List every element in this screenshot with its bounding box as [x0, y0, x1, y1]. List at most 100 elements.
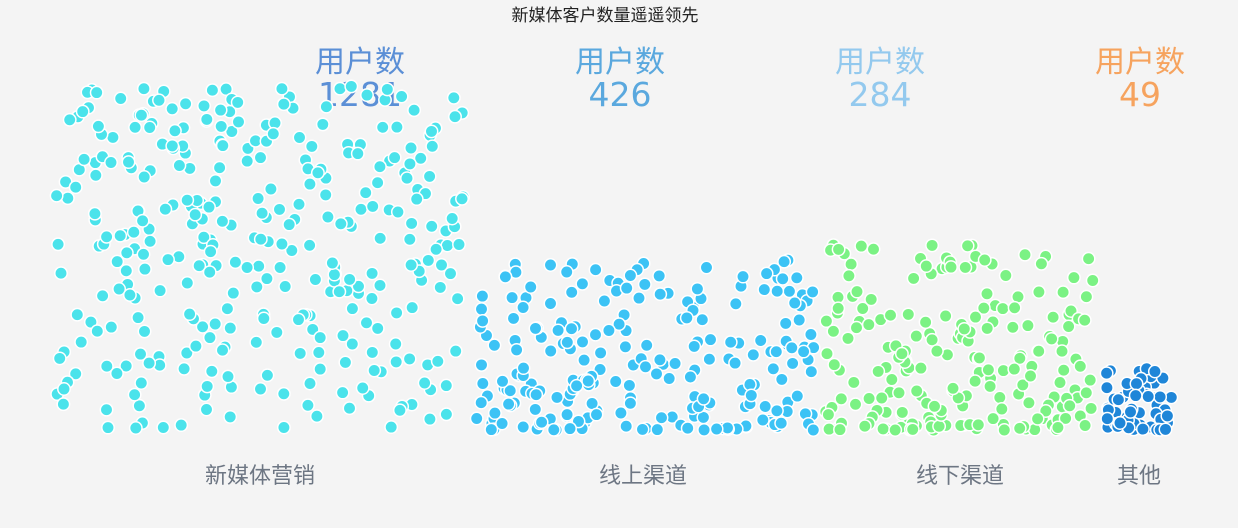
scatter-point-1	[475, 313, 490, 328]
scatter-point-0	[195, 319, 210, 334]
scatter-point-0	[278, 279, 293, 294]
scatter-point-0	[192, 258, 207, 273]
scatter-point-0	[99, 359, 114, 374]
scatter-point-2	[1055, 344, 1069, 359]
scatter-point-2	[831, 242, 846, 257]
scatter-point-1	[608, 374, 623, 389]
scatter-point-2	[918, 315, 933, 330]
scatter-point-0	[70, 307, 85, 322]
scatter-point-0	[445, 211, 460, 226]
scatter-point-1	[589, 407, 604, 422]
scatter-point-0	[372, 159, 387, 174]
scatter-point-2	[1031, 344, 1046, 359]
scatter-point-2	[927, 399, 942, 414]
scatter-point-1	[806, 423, 821, 437]
scatter-point-3	[1135, 422, 1150, 437]
scatter-point-2	[971, 417, 986, 432]
scatter-point-0	[51, 237, 66, 252]
scatter-point-0	[221, 369, 235, 384]
scatter-point-1	[560, 335, 575, 350]
scatter-point-3	[1099, 366, 1114, 381]
scatter-point-1	[668, 356, 683, 371]
scatter-point-2	[1030, 411, 1045, 426]
scatter-point-1	[564, 285, 579, 300]
scatter-point-1	[728, 356, 743, 371]
scatter-point-0	[62, 112, 77, 127]
scatter-point-1	[475, 376, 490, 391]
scatter-point-0	[137, 170, 152, 184]
scatter-point-2	[854, 239, 869, 254]
scatter-point-0	[354, 202, 368, 217]
scatter-point-0	[409, 192, 424, 207]
scatter-point-1	[487, 406, 502, 421]
scatter-point-0	[425, 139, 440, 154]
scatter-point-0	[400, 171, 414, 186]
scatter-point-3	[1160, 408, 1175, 423]
scatter-point-2	[913, 361, 928, 376]
scatter-point-2	[1073, 359, 1088, 374]
scatter-point-3	[1147, 364, 1162, 379]
scatter-point-2	[883, 308, 898, 323]
scatter-point-0	[204, 364, 219, 379]
scatter-point-2	[1058, 411, 1073, 426]
scatter-point-2	[980, 321, 995, 336]
scatter-point-0	[223, 409, 238, 424]
scatter-point-0	[359, 315, 374, 330]
scatter-point-0	[202, 330, 217, 345]
scatter-point-2	[992, 390, 1007, 405]
scatter-point-1	[690, 281, 705, 296]
scatter-point-0	[179, 346, 194, 360]
scatter-point-0	[136, 247, 151, 262]
scatter-point-2	[884, 372, 899, 387]
scatter-point-1	[775, 271, 790, 286]
scatter-point-1	[632, 291, 646, 306]
scatter-point-2	[864, 292, 879, 307]
scatter-point-0	[344, 79, 359, 94]
scatter-point-0	[52, 351, 67, 366]
scatter-point-0	[136, 81, 151, 96]
scatter-point-2	[1005, 320, 1020, 335]
scatter-point-0	[119, 263, 134, 278]
scatter-point-3	[1158, 422, 1173, 437]
scatter-point-1	[695, 312, 710, 327]
scatter-point-2	[834, 391, 849, 406]
scatter-point-1	[619, 419, 634, 434]
scatter-point-2	[876, 421, 891, 436]
scatter-point-0	[364, 291, 379, 306]
scatter-point-1	[639, 338, 654, 353]
scatter-point-2	[820, 346, 834, 361]
scatter-point-1	[498, 269, 513, 284]
scatter-point-0	[188, 207, 203, 222]
scatter-point-0	[128, 421, 143, 435]
scatter-point-0	[404, 216, 419, 231]
scatter-point-2	[997, 423, 1012, 437]
scatter-point-0	[77, 152, 92, 167]
scatter-point-0	[373, 278, 387, 293]
scatter-point-1	[778, 316, 793, 331]
scatter-point-0	[404, 258, 419, 272]
scatter-point-0	[303, 376, 317, 391]
scatter-point-0	[308, 272, 323, 287]
scatter-point-0	[180, 193, 195, 208]
scatter-point-1	[777, 254, 792, 269]
scatter-point-2	[960, 238, 975, 253]
scatter-point-0	[422, 412, 437, 427]
scatter-point-3	[1123, 404, 1138, 419]
scatter-point-0	[407, 103, 422, 118]
category-label-0: 新媒体营销	[205, 464, 315, 489]
scatter-point-2	[1046, 310, 1061, 325]
scatter-point-0	[430, 354, 445, 369]
scatter-point-0	[318, 187, 333, 202]
scatter-point-1	[753, 333, 768, 348]
scatter-point-0	[384, 420, 399, 435]
scatter-point-0	[177, 361, 192, 376]
scatter-point-0	[104, 155, 118, 170]
scatter-point-0	[433, 280, 448, 295]
scatter-point-0	[249, 279, 264, 294]
scatter-point-0	[370, 175, 385, 190]
scatter-point-0	[230, 95, 245, 110]
scatter-point-1	[680, 421, 695, 436]
scatter-point-1	[543, 258, 558, 272]
scatter-point-2	[906, 271, 921, 286]
scatter-point-0	[215, 138, 230, 153]
